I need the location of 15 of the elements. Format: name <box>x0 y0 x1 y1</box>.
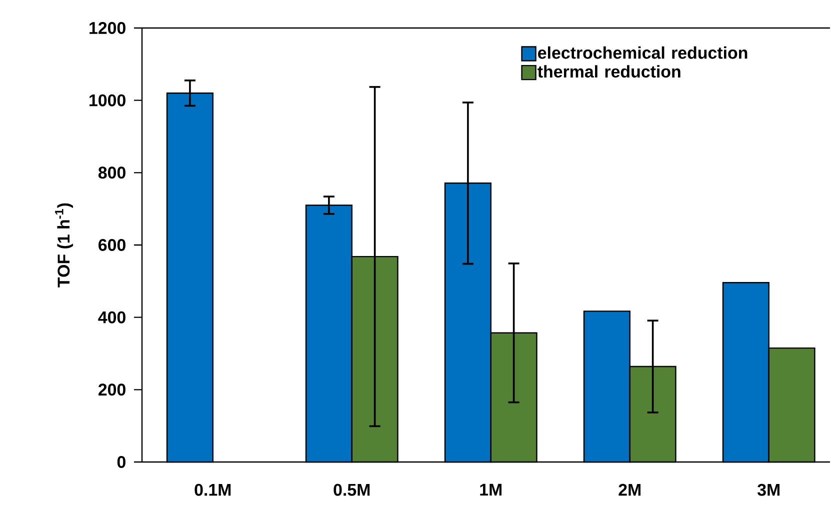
y-tick-label: 1000 <box>90 94 126 106</box>
legend-label: thermal reduction <box>538 65 680 78</box>
x-tick-label: 0.1M <box>194 484 231 496</box>
x-tick-label: 2M <box>618 484 640 496</box>
x-tick-label: 1M <box>480 484 502 496</box>
x-tick-label: 3M <box>757 484 780 496</box>
y-tick-label: 400 <box>98 311 126 324</box>
y-tick-label: 200 <box>98 384 126 396</box>
y-tick-label: 800 <box>98 166 126 179</box>
legend-label: electrochemical reduction <box>538 46 748 59</box>
y-tick-label: 0 <box>117 456 126 468</box>
y-tick-label: 600 <box>98 239 126 251</box>
y-axis-title: TOF (1 h$^{-1}$) <box>55 203 73 288</box>
x-tick-label: 0.5M <box>334 484 370 496</box>
y-tick-label: 1200 <box>90 22 126 34</box>
